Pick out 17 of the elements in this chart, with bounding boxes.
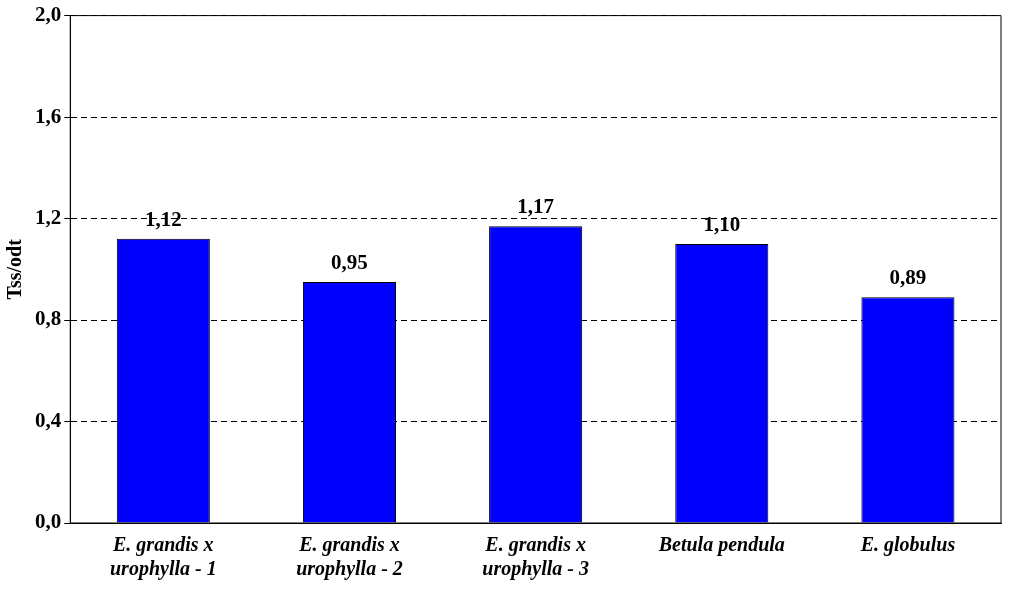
y-tick-label: 1,2 bbox=[35, 204, 62, 229]
y-tick-label: 0,0 bbox=[35, 509, 62, 534]
y-tick-label: 1,6 bbox=[35, 103, 62, 128]
y-tick-label: 2,0 bbox=[35, 2, 62, 27]
x-tick-label: E. grandis x urophylla - 3 bbox=[482, 533, 589, 581]
data-label: 1,10 bbox=[703, 211, 741, 236]
data-label: 0,95 bbox=[331, 249, 368, 274]
y-tick-label: 0,8 bbox=[35, 306, 62, 331]
y-tick-label: 0,4 bbox=[35, 407, 62, 432]
data-label: 1,12 bbox=[144, 206, 182, 231]
x-tick-label: E. grandis x urophylla - 1 bbox=[109, 533, 217, 581]
data-label: 0,89 bbox=[889, 265, 927, 290]
y-axis-title: Tss/odt bbox=[3, 238, 26, 300]
x-tick-label: E. globulus bbox=[859, 533, 956, 557]
x-tick-label: Betula pendula bbox=[657, 533, 785, 557]
x-tick-label: E. grandis x urophylla - 2 bbox=[296, 533, 403, 581]
data-label: 1,17 bbox=[517, 194, 554, 219]
